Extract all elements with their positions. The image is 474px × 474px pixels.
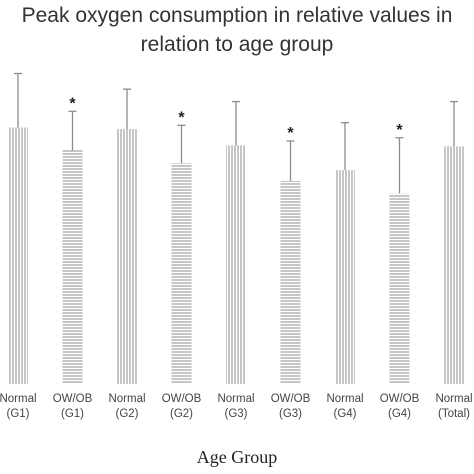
error-bar-8: [395, 137, 404, 194]
x-tick-label-line1: OW/OB: [270, 393, 311, 405]
significance-marker-6: *: [287, 125, 294, 142]
x-tick-label-line1: Normal: [217, 393, 255, 405]
error-bar-2: [68, 110, 77, 151]
x-tick-label-line1: OW/OB: [379, 393, 420, 405]
x-tick-label-line2: (G2): [115, 408, 139, 420]
x-tick-label-line2: (G1): [61, 408, 84, 420]
x-tick-label-6: OW/OB (G3): [263, 392, 319, 422]
bar-4: [171, 163, 192, 384]
chart-title-line-2: relation to age group: [140, 33, 334, 56]
x-axis-title: Age Group: [196, 447, 278, 467]
error-bar-4: [177, 124, 186, 164]
significance-marker-2: *: [69, 95, 76, 112]
bar-6: [280, 180, 301, 384]
x-tick-label-2: OW/OB (G1): [45, 392, 101, 422]
x-tick-label-8: OW/OB (G4): [372, 392, 428, 422]
bar-7: [335, 170, 355, 384]
error-bar-5: [232, 100, 240, 146]
x-tick-label-line1: Normal: [0, 393, 37, 405]
bar-1: [8, 127, 28, 384]
x-tick-label-line2: (G4): [333, 408, 357, 420]
bar-2: [62, 150, 83, 384]
x-tick-label-line2: (G3): [224, 408, 248, 420]
x-tick-label-3: Normal (G2): [99, 392, 155, 422]
x-tick-label-1: Normal (G1): [0, 392, 46, 422]
x-tick-label-line1: Normal: [435, 393, 473, 405]
x-tick-label-7: Normal (G4): [317, 392, 373, 422]
x-tick-label-line2: (G3): [279, 408, 302, 420]
x-tick-label-line1: Normal: [108, 393, 146, 405]
bar-9: [444, 146, 464, 384]
error-bar-6: [286, 140, 295, 181]
x-tick-label-5: Normal (G3): [208, 392, 264, 422]
significance-markers-layer: * * * *: [69, 95, 403, 142]
bar-8: [389, 193, 410, 384]
x-tick-label-line1: OW/OB: [52, 393, 93, 405]
significance-marker-4: *: [178, 109, 185, 126]
bars-layer: [8, 127, 464, 384]
bar-5: [226, 145, 246, 384]
significance-marker-8: *: [396, 122, 403, 139]
bar-3: [117, 129, 137, 384]
error-bars-layer: [14, 72, 458, 194]
x-tick-label-line1: OW/OB: [161, 393, 202, 405]
chart-title-line-1: Peak oxygen consumption in relative valu…: [21, 4, 453, 27]
x-tick-label-line2: (G4): [388, 408, 411, 420]
error-bar-7: [341, 121, 349, 171]
x-tick-label-4: OW/OB (G2): [154, 392, 210, 422]
x-tick-label-9: Normal (Total): [426, 392, 474, 422]
x-tick-label-line2: (G2): [170, 408, 193, 420]
error-bar-3: [123, 88, 131, 130]
error-bar-1: [14, 72, 22, 128]
error-bar-9: [450, 100, 458, 147]
x-tick-label-line2: (G1): [6, 408, 30, 420]
x-tick-label-line1: Normal: [326, 393, 364, 405]
x-tick-label-line2: (Total): [438, 408, 470, 420]
